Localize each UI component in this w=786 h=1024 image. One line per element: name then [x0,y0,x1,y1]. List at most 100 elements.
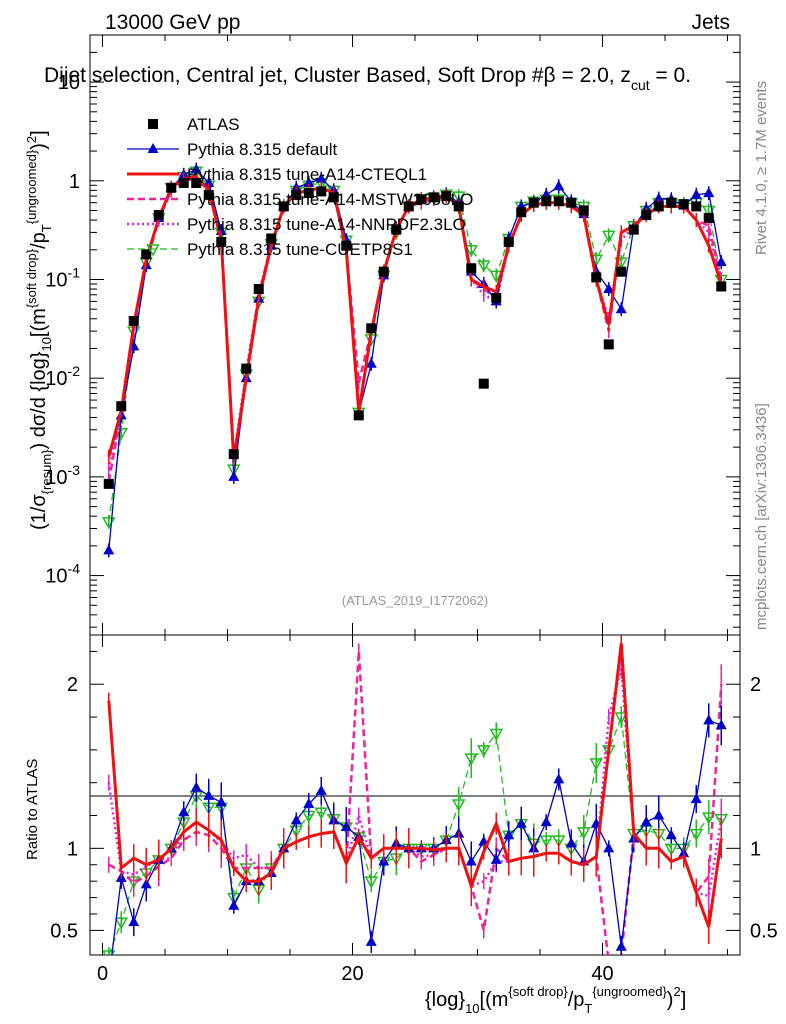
point-data [641,210,652,221]
ratio-point-default [603,842,615,853]
svg-text:(1/σ{resum}) dσ/d {log}10[(m{s: (1/σ{resum}) dσ/d {log}10[(m{soft drop}/… [24,130,54,530]
legend-label-mstw: Pythia 8.315 tune-A14-MSTW2008LO [187,190,473,209]
point-data [528,197,539,208]
ratio-point-default [615,940,627,951]
point-data [166,182,177,193]
point-default [615,303,627,314]
legend-label-default: Pythia 8.315 default [187,140,338,159]
point-data [566,197,577,208]
point-data [178,177,189,188]
point-data [291,189,302,200]
legend-entry-data: ATLAS [148,115,240,134]
series-cteql1-ratio [107,635,723,945]
ratio-point-default [190,781,202,792]
y-tick-label-top: 10-4 [45,561,80,588]
ratio-axes: 0 20 40 0.5 0.5 1 1 2 2 [50,635,778,985]
y-tick-label-ratio: 0.5 [50,920,78,942]
point-data [316,186,327,197]
point-data [466,263,477,274]
ratio-point-default [540,816,552,827]
ratio-point-default [490,853,502,864]
ratio-point-default [465,855,477,866]
ratio-point-cuetp8s1 [114,917,129,930]
y-tick-label-top: 1 [69,171,80,193]
analysis-id: (ATLAS_2019_I1772062) [342,593,488,608]
point-data [628,224,639,235]
point-data [666,197,677,208]
plot-title: Dijet selection, Central jet, Cluster Ba… [44,64,691,93]
point-default [603,283,615,294]
point-data [266,233,277,244]
point-data [541,196,552,207]
ratio-point-cuetp8s1 [364,876,379,889]
point-data [403,201,414,212]
ratio-point-default [703,714,715,725]
legend-label-cuetp8s1: Pythia 8.315 tune-CUETP8S1 [187,240,413,259]
x-tick-label: 40 [591,963,613,985]
point-data [516,207,527,218]
point-default [690,188,702,199]
ratio-point-default [365,935,377,946]
top-axes: 10-4 10-3 10-2 10-1 1 10 [45,34,740,635]
point-default [715,256,727,267]
point-data [253,284,264,295]
ratio-point-default [565,837,577,848]
ratio-point-cuetp8s1 [551,835,566,848]
point-data [428,192,439,203]
ratio-point-default [128,916,140,927]
y-tick-label-ratio-right: 2 [750,674,761,696]
y-tick-label-ratio-right: 1 [750,838,761,860]
legend-label-cteql1: Pythia 8.315 tune-A14-CTEQL1 [187,165,427,184]
ratio-point-cuetp8s1 [489,728,504,742]
ratio-point-cuetp8s1 [701,812,716,825]
point-data [441,191,452,202]
point-data [366,323,377,334]
ratio-point-cuetp8s1 [101,950,116,955]
ratio-point-default [503,829,515,840]
point-data [378,266,389,277]
point-data [141,249,152,260]
ratio-point-default [140,878,152,889]
point-data [353,410,364,421]
point-cuetp8s1 [451,191,466,204]
ratio-point-cuetp8s1 [464,753,479,766]
point-cuetp8s1 [464,245,479,258]
point-data [703,212,714,223]
y-tick-label-top: 10-2 [45,363,80,390]
y-axis-label-ratio: Ratio to ATLAS [24,759,41,860]
point-data [491,292,502,303]
legend-entry-default: Pythia 8.315 default [127,140,338,159]
point-default [365,357,377,368]
ratio-point-cuetp8s1 [614,712,629,725]
point-data [153,210,164,221]
point-default [703,187,715,198]
y-tick-label-top: 10-3 [45,462,80,489]
point-default [553,180,565,191]
point-data [716,281,727,292]
point-data [616,266,627,277]
ratio-point-default [515,817,527,828]
point-data [278,201,289,212]
series-mstw-ratio [108,643,723,955]
ratio-line-mstw [108,651,723,955]
ratio-line-cteql1 [107,643,723,928]
point-data [591,272,602,283]
mcplots-label: mcplots.cern.ch [arXiv:1306.3436] [753,403,770,630]
y-tick-label-ratio: 2 [67,674,78,696]
ratio-point-cuetp8s1 [539,835,554,848]
y-tick-label-ratio: 1 [67,838,78,860]
ratio-point-cuetp8s1 [476,745,491,758]
ratio-point-default [553,773,565,784]
point-data [553,196,564,207]
ratio-point-default [303,798,315,809]
point-data [416,194,427,205]
point-data [216,236,227,247]
point-data [116,401,127,412]
point-data [691,201,702,212]
ratio-point-default [228,899,240,910]
ratio-point-cuetp8s1 [664,843,679,856]
x-tick-label: 0 [97,963,108,985]
legend-entry-cteql1: Pythia 8.315 tune-A14-CTEQL1 [127,165,427,184]
point-data [341,240,352,251]
